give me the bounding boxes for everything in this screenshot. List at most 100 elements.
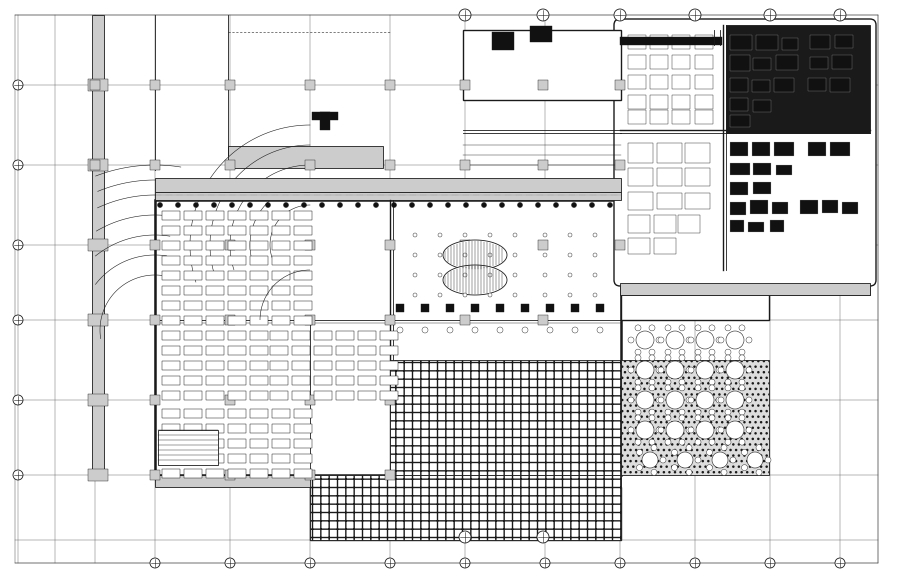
Circle shape (460, 558, 470, 568)
Bar (90, 80, 100, 90)
Circle shape (686, 367, 692, 373)
Circle shape (463, 253, 467, 257)
Circle shape (589, 202, 595, 208)
Circle shape (679, 439, 685, 445)
Bar (206, 376, 224, 385)
Bar (730, 142, 748, 156)
Circle shape (660, 457, 666, 463)
Bar (492, 32, 514, 50)
Bar (250, 301, 268, 310)
Circle shape (13, 80, 23, 90)
Circle shape (665, 439, 671, 445)
Bar (292, 391, 310, 400)
Bar (162, 211, 180, 220)
Bar (312, 112, 338, 120)
Bar (150, 315, 160, 325)
Bar (310, 487, 621, 540)
Bar (228, 424, 246, 433)
Circle shape (739, 415, 745, 421)
Bar (184, 346, 202, 355)
Circle shape (568, 293, 572, 297)
Bar (822, 200, 838, 213)
Bar (463, 30, 621, 100)
Circle shape (410, 202, 414, 208)
Bar (385, 160, 395, 170)
Bar (621, 202, 769, 320)
Bar (628, 143, 653, 163)
Circle shape (656, 427, 662, 433)
Circle shape (672, 465, 677, 471)
Circle shape (537, 9, 549, 21)
Bar (294, 469, 312, 478)
Bar (294, 316, 312, 325)
Circle shape (709, 415, 715, 421)
Bar (620, 37, 722, 45)
Circle shape (651, 444, 657, 451)
Circle shape (688, 427, 694, 433)
Circle shape (679, 349, 685, 355)
Circle shape (459, 531, 471, 543)
Bar (206, 439, 224, 448)
Circle shape (413, 253, 417, 257)
Circle shape (649, 325, 655, 331)
Circle shape (463, 293, 467, 297)
Circle shape (337, 202, 343, 208)
Bar (750, 200, 768, 214)
Bar (162, 286, 180, 295)
Bar (628, 110, 646, 124)
Bar (832, 55, 852, 69)
Circle shape (13, 160, 23, 170)
Circle shape (536, 202, 541, 208)
Bar (314, 391, 332, 400)
Circle shape (628, 427, 634, 433)
Circle shape (739, 379, 745, 385)
Bar (272, 409, 290, 418)
Bar (292, 361, 310, 370)
Circle shape (488, 293, 492, 297)
Bar (695, 55, 713, 69)
Bar (685, 193, 710, 209)
Circle shape (649, 349, 655, 355)
Circle shape (666, 391, 684, 409)
Circle shape (413, 233, 417, 237)
Circle shape (725, 349, 731, 355)
Circle shape (628, 367, 634, 373)
Bar (657, 168, 682, 186)
Bar (650, 110, 668, 124)
Circle shape (742, 465, 747, 471)
Bar (184, 409, 202, 418)
Bar (538, 240, 548, 250)
Bar (358, 346, 376, 355)
Circle shape (709, 325, 715, 331)
Circle shape (658, 337, 664, 343)
Circle shape (725, 439, 731, 445)
Circle shape (679, 325, 685, 331)
Bar (385, 395, 395, 405)
Bar (336, 391, 354, 400)
Circle shape (765, 558, 775, 568)
Circle shape (756, 444, 762, 451)
Bar (615, 160, 625, 170)
Circle shape (686, 469, 692, 476)
Bar (800, 200, 818, 214)
Bar (250, 286, 268, 295)
Bar (305, 160, 315, 170)
Bar (695, 95, 713, 109)
Bar (206, 286, 224, 295)
Circle shape (225, 558, 235, 568)
Bar (228, 241, 246, 250)
Circle shape (665, 409, 671, 415)
Bar (314, 361, 332, 370)
Bar (272, 256, 290, 265)
Bar (305, 395, 315, 405)
Circle shape (212, 202, 216, 208)
Bar (538, 315, 548, 325)
Bar (596, 304, 604, 312)
Bar (294, 409, 312, 418)
Circle shape (614, 9, 626, 21)
Circle shape (572, 327, 578, 333)
Bar (228, 391, 246, 400)
Bar (206, 271, 224, 280)
Circle shape (13, 315, 23, 325)
Circle shape (746, 397, 752, 403)
